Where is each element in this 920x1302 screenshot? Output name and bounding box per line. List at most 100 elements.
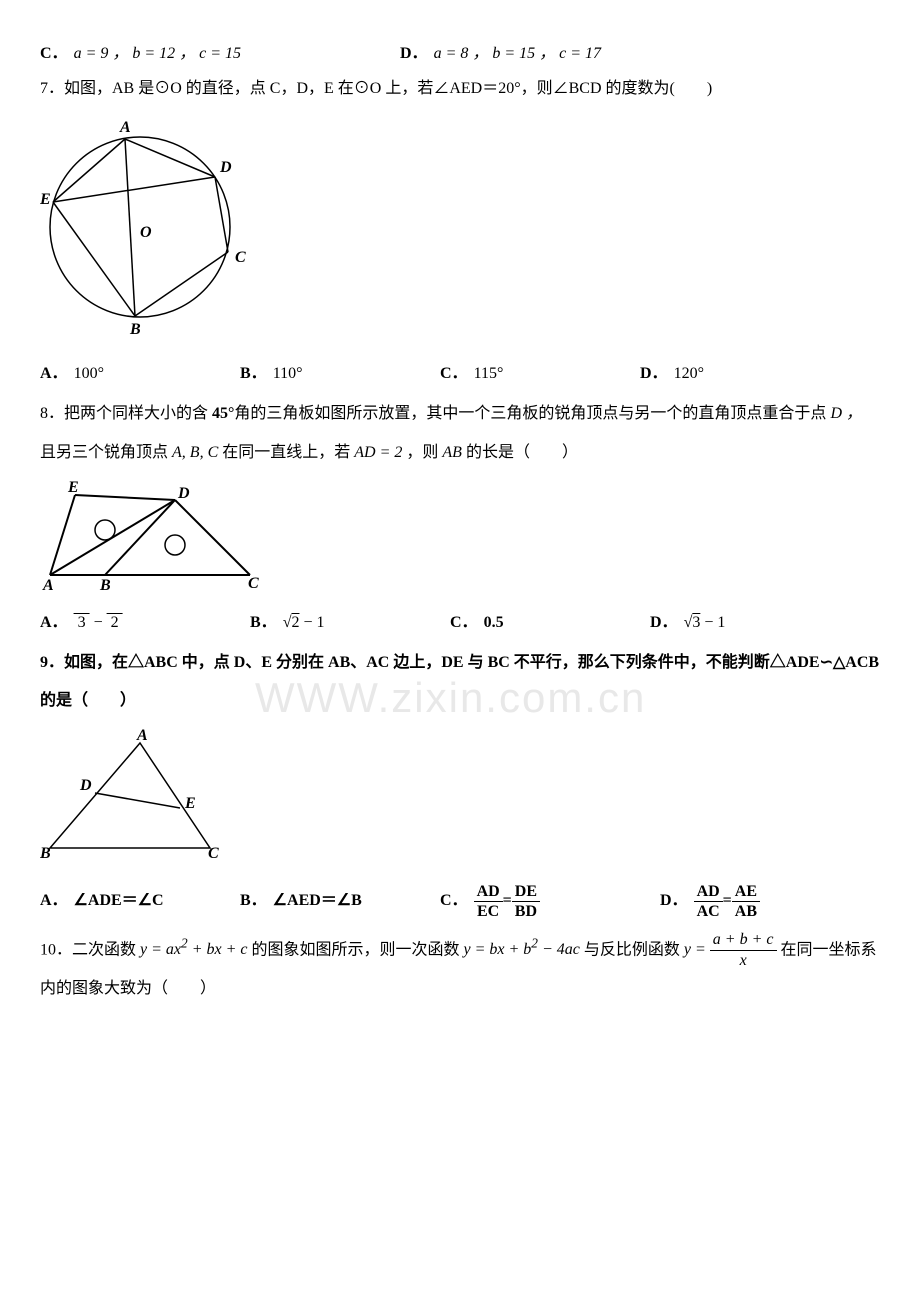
opt-math: 3 − 2 [74,609,123,638]
label-E: E [40,191,51,208]
q7-opt-d: D． 120° [640,360,704,389]
frac: AEAB [732,882,760,921]
den: AB [732,902,760,921]
label-C: C [235,249,246,266]
angle: 45° [212,405,234,422]
sup: 2 [531,936,538,951]
eq1: y = ax2 + bx + c [140,941,247,958]
q7-opt-c: C． 115° [440,360,600,389]
num: DE [512,882,540,902]
opt-label: A． [40,609,68,638]
rest: − 4ac [538,941,580,958]
ab: AB [442,444,462,461]
q7-opt-b: B． 110° [240,360,400,389]
q9-options: A． ∠ADE＝∠C B． ∠AED＝∠B C． ADEC = DEBD D． … [40,882,880,921]
opt-label: C． [450,609,478,638]
q8-opt-d: D． √3 − 1 [650,609,725,638]
t: 8．把两个同样大小的含 [40,405,212,422]
label-B: B [129,321,141,338]
eq: = [503,887,512,916]
den: BD [512,902,540,921]
t: 的图象如图所示，则一次函数 [247,941,463,958]
label-D: D [79,777,92,794]
opt-label: C． [440,887,468,916]
q9-opt-c: C． ADEC = DEBD [440,882,620,921]
eq2: y = bx + b2 − 4ac [464,941,580,958]
opt-label: C． [440,360,468,389]
q9-opt-a: A． ∠ADE＝∠C [40,887,200,916]
num: AE [732,882,760,902]
q7-figure: A D C B E O [40,112,880,353]
q9-opt-d: D． ADAC = AEAB [660,882,760,921]
t: 在同一直线上，若 [218,444,354,461]
num: AD [474,882,503,902]
q9-text: 9．如图，在△ABC 中，点 D、E 分别在 AB、AC 边上，DE 与 BC … [40,644,880,721]
frac: ADAC [694,882,723,921]
label-D: D [177,485,190,502]
opt-label: B． [240,360,267,389]
t: 的长是（ ） [462,444,578,461]
q7-circle-diagram: A D C B E O [40,112,250,342]
opt-label: D． [650,609,678,638]
opt-text: a = 9 ， b = 12 ， c = 15 [74,40,242,69]
label-A: A [119,119,131,136]
den: EC [474,902,503,921]
label-A: A [136,728,148,744]
num: AD [694,882,723,902]
label-B: B [99,577,111,590]
label-C: C [208,845,219,862]
q8-opt-c: C． 0.5 [450,609,610,638]
frac: DEBD [512,882,540,921]
opt-math: √2 − 1 [283,609,325,638]
opt-text: 110° [273,360,303,389]
opt-text: ∠AED＝∠B [273,887,362,916]
label-E: E [67,480,79,496]
q6-options-cd: C． a = 9 ， b = 12 ， c = 15 D． a = 8 ， b … [40,40,880,69]
q7-opt-a: A． 100° [40,360,200,389]
den: AC [694,902,723,921]
q9-opt-b: B． ∠AED＝∠B [240,887,400,916]
opt-label: A． [40,887,68,916]
sup: 2 [181,936,188,951]
opt-math: √3 − 1 [684,609,726,638]
q8-options: A． 3 − 2 B． √2 − 1 C． 0.5 D． √3 − 1 [40,609,880,638]
label-A: A [42,577,54,590]
opt-label: B． [240,887,267,916]
label-B: B [40,845,51,862]
opt-text: 120° [674,360,704,389]
opt-label: A． [40,360,68,389]
rest: + bx + c [188,941,248,958]
lhs: y = bx + b [464,941,532,958]
opt-label: B． [250,609,277,638]
opt-label: D． [660,887,688,916]
opt-text: ∠ADE＝∠C [74,887,164,916]
opt-label: D． [640,360,668,389]
opt-math: 0.5 [484,609,504,638]
pts: A, B, C [172,444,218,461]
t: 与反比例函数 [580,941,684,958]
q10-text: 10．二次函数 y = ax2 + bx + c 的图象如图所示，则一次函数 y… [40,928,880,1009]
q9-triangle-diagram: A B C D E [40,728,220,863]
label-D: D [219,159,232,176]
frac: ADEC [474,882,503,921]
t: ，则 [402,444,442,461]
t: 角的三角板如图所示放置，其中一个三角板的锐角顶点与另一个的直角顶点重合于点 [234,405,830,422]
q8-text: 8．把两个同样大小的含 45°角的三角板如图所示放置，其中一个三角板的锐角顶点与… [40,395,880,472]
t: 且另三个锐角顶点 [40,444,172,461]
opt-text: 100° [74,360,104,389]
cond: AD = 2 [354,444,402,461]
lhs: y = [684,941,710,958]
label-C: C [248,575,259,590]
lhs: y = ax [140,941,181,958]
q8-figure: A B C D E [40,480,880,601]
q8-triangles-diagram: A B C D E [40,480,270,590]
q7-text: 7．如图，AB 是⊙O 的直径，点 C，D，E 在⊙O 上，若∠AED＝20°，… [40,75,880,104]
opt-text: a = 8 ， b = 15 ， c = 17 [434,40,602,69]
q8-opt-b: B． √2 − 1 [250,609,410,638]
opt-label: C． [40,40,68,69]
num: a + b + c [710,930,777,950]
opt-label: D． [400,40,428,69]
t: 10．二次函数 [40,941,140,958]
opt-text: 115° [474,360,504,389]
label-E: E [184,795,196,812]
